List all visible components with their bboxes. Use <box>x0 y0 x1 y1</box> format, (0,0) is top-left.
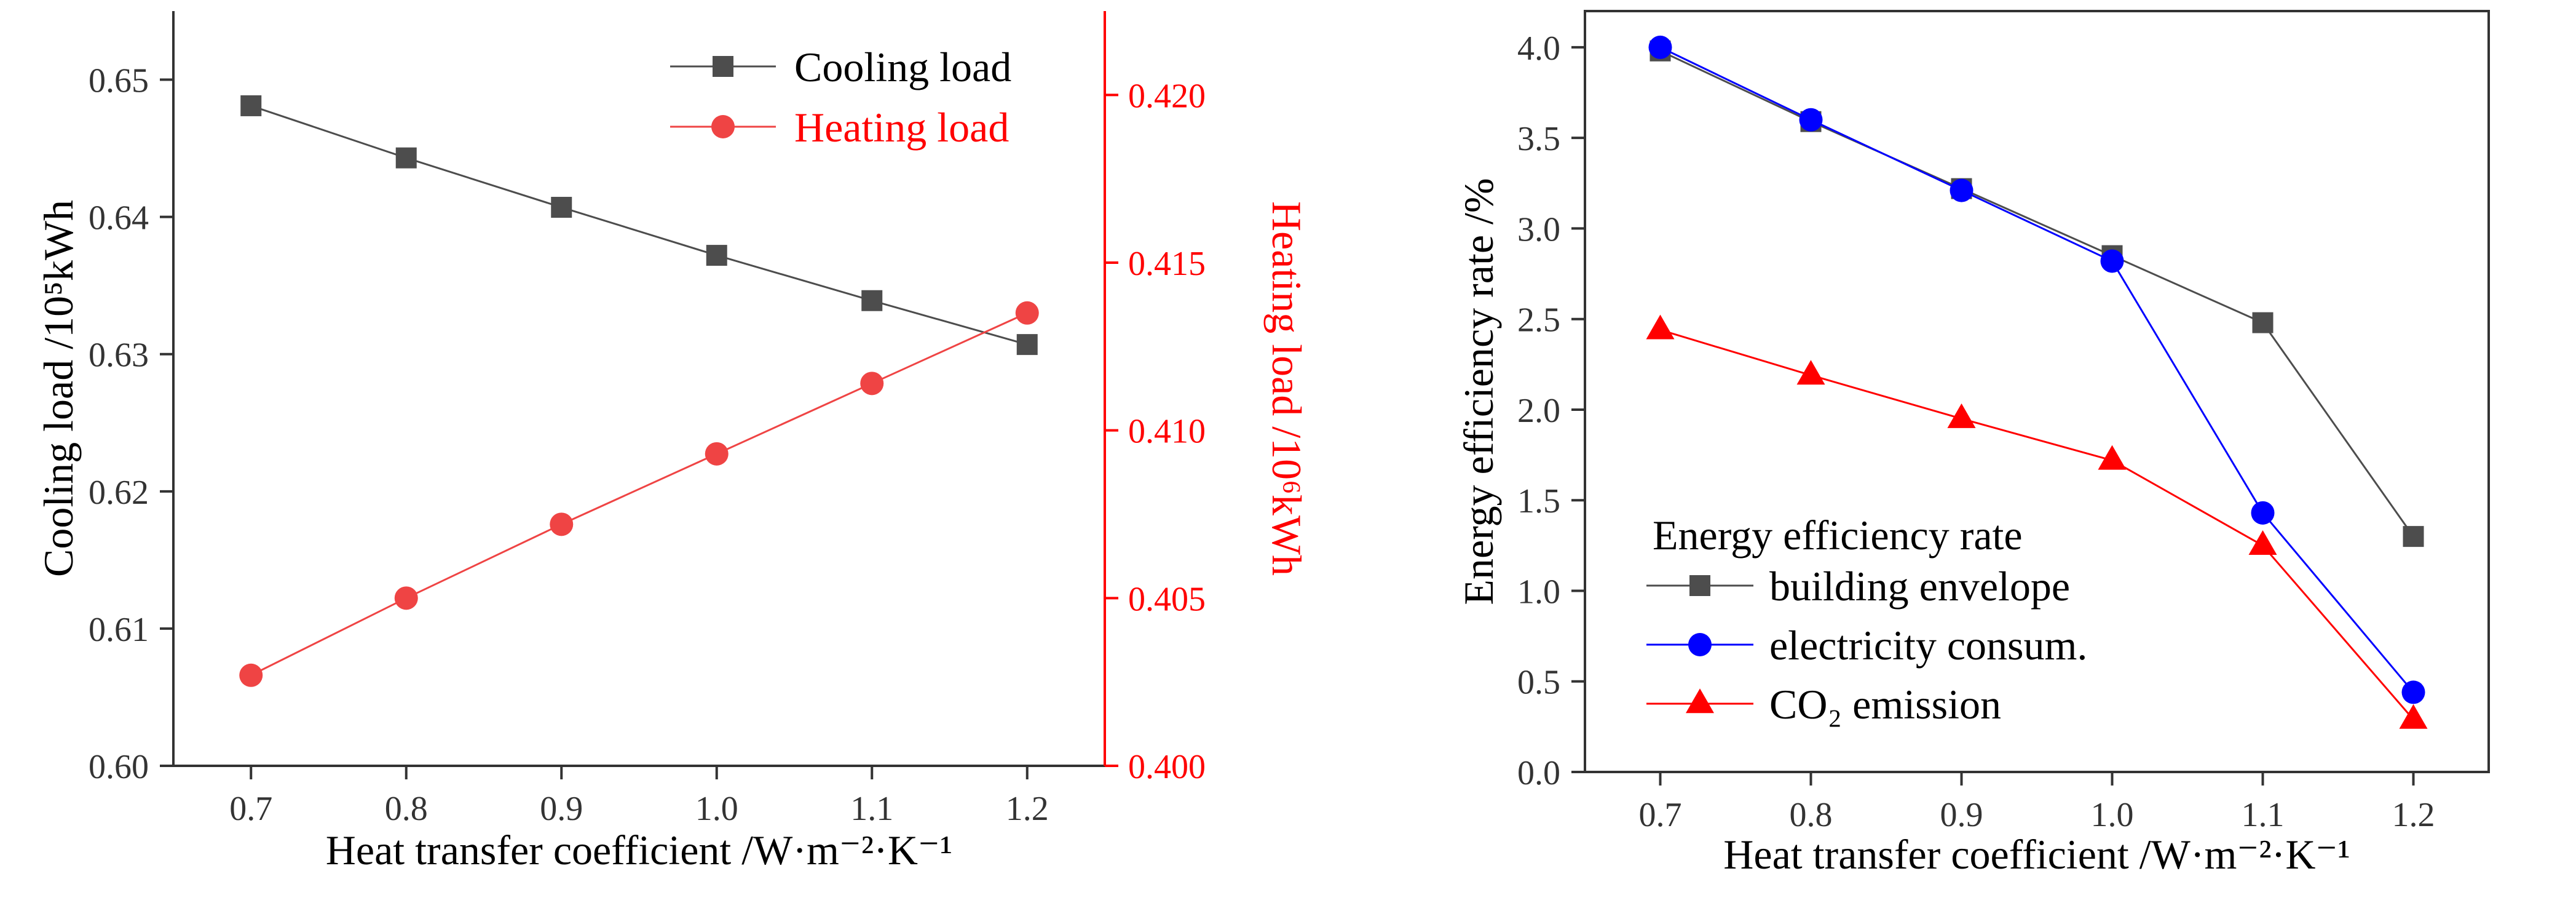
data-point <box>240 95 262 116</box>
right-y-tick-label: 0.400 <box>1128 748 1206 786</box>
y-tick-label: 1.0 <box>1517 573 1560 611</box>
data-point <box>860 372 884 396</box>
series-building-envelope <box>1650 40 2424 547</box>
x-tick-label: 1.2 <box>1006 790 1049 828</box>
data-point <box>1646 314 1675 340</box>
x-tick-label: 0.8 <box>385 790 428 828</box>
left-y-tick-label: 0.62 <box>89 474 149 512</box>
data-point <box>2399 704 2428 729</box>
x-axis-title: Heat transfer coefficient /W·m⁻²·K⁻¹ <box>326 827 952 873</box>
y-tick-label: 3.0 <box>1517 210 1560 249</box>
legend-label: building envelope <box>1769 563 2070 610</box>
y-tick-label: 1.5 <box>1517 482 1560 520</box>
data-point <box>2098 445 2127 470</box>
series-cooling-load <box>240 95 1038 356</box>
data-point <box>394 586 418 610</box>
data-point <box>2251 501 2275 525</box>
data-point <box>705 442 729 466</box>
series-line <box>1660 328 2414 720</box>
legend-marker <box>713 56 733 77</box>
legend: Cooling load Heating load <box>670 44 1011 151</box>
left-y-tick-label: 0.63 <box>89 336 149 375</box>
y-tick-label: 0.0 <box>1517 754 1560 792</box>
series-line <box>1659 50 2414 537</box>
right-y-tick-label: 0.420 <box>1128 77 1206 115</box>
legend-label: CO₂ emission <box>1769 681 2001 728</box>
chart-energy-efficiency-rate: 0.7 0.8 0.9 1.0 1.1 1.2 0.0 0.5 1.0 1.5 2.0 2.5 3.0 3… <box>1455 10 2490 878</box>
data-point <box>1648 35 1672 59</box>
data-point <box>2248 530 2277 555</box>
x-tick-label: 0.7 <box>229 790 272 828</box>
left-y-tick-label: 0.61 <box>89 611 149 649</box>
data-point <box>1796 360 1825 385</box>
data-point <box>1947 403 1976 428</box>
x-axis-title: Heat transfer coefficient /W·m⁻²·K⁻¹ <box>1723 831 2350 878</box>
x-tick-label: 1.0 <box>2091 796 2134 834</box>
legend-marker <box>1689 575 1710 596</box>
right-y-tick-label: 0.405 <box>1128 580 1206 618</box>
data-point <box>395 147 417 169</box>
data-point <box>706 245 727 266</box>
y-tick-label: 2.0 <box>1517 392 1560 430</box>
data-point <box>551 197 572 218</box>
right-y-tick-label: 0.415 <box>1128 245 1206 283</box>
legend-label: Heating load <box>794 104 1009 151</box>
legend-title: Energy efficiency rate <box>1653 512 2023 559</box>
series-line <box>1659 46 2414 693</box>
y-tick-label: 4.0 <box>1517 30 1560 68</box>
data-point <box>861 290 883 311</box>
y-tick-label: 3.5 <box>1517 120 1560 158</box>
right-y-tick-label: 0.410 <box>1128 413 1206 451</box>
data-point <box>1799 108 1823 132</box>
plot-frame <box>1584 10 2490 773</box>
data-point <box>2252 312 2274 333</box>
legend-marker <box>1686 688 1714 714</box>
data-point <box>2403 526 2424 547</box>
x-tick-label: 1.1 <box>850 790 893 828</box>
data-point <box>1950 178 1973 202</box>
series-co2-emission <box>1646 314 2428 729</box>
legend-marker <box>711 115 735 138</box>
x-tick-label: 0.7 <box>1639 796 1682 834</box>
data-point <box>2100 249 2124 273</box>
data-point <box>1016 334 1038 356</box>
y-axis-title: Energy efficiency rate /% <box>1455 178 1502 605</box>
x-tick-label: 0.9 <box>540 790 583 828</box>
data-point <box>2401 680 2425 704</box>
series-heating-load <box>239 301 1039 687</box>
x-tick-label: 0.9 <box>1940 796 1983 834</box>
left-y-axis-title: Cooling load /10⁵kWh <box>35 200 82 577</box>
series-electricity-consum <box>1648 35 2425 704</box>
y-tick-label: 0.5 <box>1517 664 1560 702</box>
chart-cooling-heating-load: 0.7 0.8 0.9 1.0 1.1 1.2 0.60 0.61 0.62 0.63 0.64 0.… <box>35 11 1310 873</box>
data-point <box>550 512 574 536</box>
left-y-tick-label: 0.65 <box>89 62 149 100</box>
data-point <box>239 663 263 687</box>
legend-marker <box>1688 633 1712 656</box>
left-y-tick-label: 0.64 <box>89 199 149 237</box>
x-tick-label: 1.2 <box>2392 796 2435 834</box>
right-y-axis-title: Heating load /10⁶kWh <box>1263 201 1310 576</box>
left-y-tick-label: 0.60 <box>89 748 149 786</box>
x-tick-label: 0.8 <box>1790 796 1833 834</box>
legend-label: electricity consum. <box>1769 622 2087 669</box>
legend-label: Cooling load <box>794 44 1011 90</box>
data-point <box>1015 301 1039 325</box>
x-tick-label: 1.0 <box>695 790 738 828</box>
y-tick-label: 2.5 <box>1517 301 1560 340</box>
series-line <box>250 312 1028 677</box>
series-line <box>250 105 1028 346</box>
x-tick-label: 1.1 <box>2242 796 2285 834</box>
